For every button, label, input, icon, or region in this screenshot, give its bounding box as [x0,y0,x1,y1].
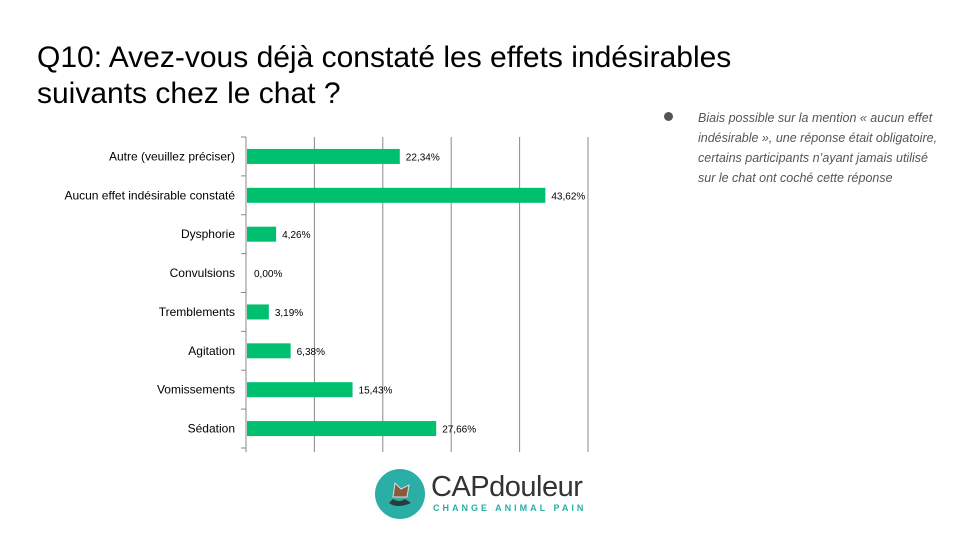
category-label: Tremblements [159,305,235,319]
data-label: 3,19% [275,308,303,319]
data-label: 22,34% [406,152,440,163]
logo-brand: CAPdouleur [431,471,583,503]
category-label: Dysphorie [181,227,235,241]
bar [247,343,291,359]
bar [247,226,277,242]
bar [247,187,546,203]
category-label: Agitation [188,344,235,358]
category-label: Sédation [188,422,235,436]
slide-title: Q10: Avez-vous déjà constaté les effets … [37,41,732,110]
data-label: 15,43% [359,386,393,397]
category-label: Convulsions [170,266,235,280]
bar [247,304,269,320]
bar [247,382,353,398]
data-label: 0,00% [254,269,282,280]
note-text: Biais possible sur la mention « aucun ef… [698,111,938,185]
bar [247,148,400,164]
logo: CAPdouleur CHANGE ANIMAL PAIN [375,469,595,521]
logo-tagline: CHANGE ANIMAL PAIN [433,503,587,513]
bar [247,421,437,437]
data-label: 6,38% [297,347,325,358]
data-label: 43,62% [551,191,585,202]
category-label: Aucun effet indésirable constaté [64,188,235,202]
category-label: Vomissements [157,383,235,397]
data-label: 27,66% [442,425,476,436]
data-label: 4,26% [282,230,310,241]
logo-emblem-icon [375,469,425,519]
category-label: Autre (veuillez préciser) [109,149,235,163]
bullet-icon [664,112,673,121]
